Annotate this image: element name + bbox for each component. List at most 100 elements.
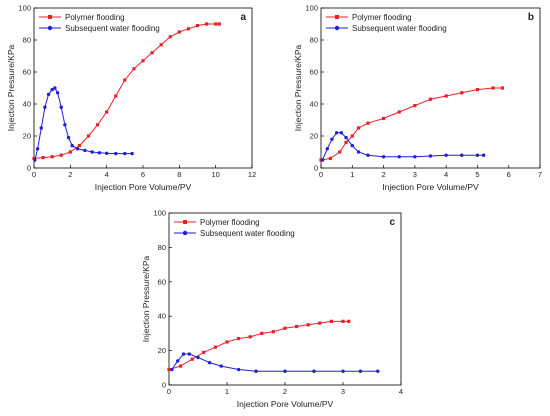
data-point <box>130 151 134 156</box>
data-point <box>167 367 171 372</box>
x-axis-label: Injection Pore Volume/PV <box>237 399 334 409</box>
data-point <box>43 105 47 109</box>
data-point <box>186 27 191 31</box>
data-point <box>46 92 51 97</box>
legend-marker <box>334 25 340 31</box>
data-point <box>397 110 401 114</box>
x-axis-label: Injection Pore Volume/PV <box>382 182 479 192</box>
data-point <box>90 150 94 154</box>
data-point <box>318 321 322 325</box>
data-point <box>260 331 264 335</box>
y-tick-label: 80 <box>310 36 318 45</box>
x-tick-label: 3 <box>413 170 417 179</box>
y-tick-label: 40 <box>23 100 31 109</box>
legend-marker <box>47 25 53 31</box>
data-point <box>312 369 316 373</box>
legend-entry: Polymer flooding <box>65 13 125 22</box>
data-point <box>248 335 252 339</box>
data-point <box>86 134 91 138</box>
data-point <box>500 86 505 90</box>
data-point <box>75 147 80 151</box>
y-tick-label: 0 <box>162 381 166 390</box>
data-point <box>481 153 486 157</box>
series-subsequent-water-flooding <box>170 352 380 373</box>
data-point <box>444 153 448 157</box>
data-point <box>63 123 67 127</box>
data-point <box>283 326 287 330</box>
legend-entry: Polymer flooding <box>200 218 260 227</box>
data-point <box>187 352 191 356</box>
y-tick-label: 40 <box>158 312 166 321</box>
series-polymer-flooding <box>319 86 505 162</box>
data-point <box>207 360 212 365</box>
legend: Polymer flooding Subsequent water floodin… <box>326 13 447 33</box>
x-tick-label: 6 <box>507 170 511 179</box>
x-tick-label: 0 <box>319 170 323 179</box>
data-point <box>168 35 172 39</box>
series-line <box>33 23 220 159</box>
series-polymer-flooding <box>167 319 351 372</box>
x-tick-label: 2 <box>381 170 385 179</box>
data-point <box>159 43 163 47</box>
x-tick-label: 8 <box>177 170 181 179</box>
data-point <box>254 369 258 373</box>
y-tick-label: 60 <box>23 68 31 77</box>
plot-frame <box>168 212 402 386</box>
series-line <box>34 87 133 161</box>
data-point <box>114 94 118 98</box>
data-point <box>334 131 339 135</box>
data-point <box>397 155 401 159</box>
legend-marker <box>183 220 187 224</box>
data-point <box>350 143 354 148</box>
data-point <box>214 22 218 26</box>
x-tick-label: 1 <box>225 387 229 396</box>
data-point <box>236 367 241 372</box>
legend: Polymer flooding Subsequent water floodin… <box>174 218 295 238</box>
data-point <box>344 140 348 144</box>
data-point <box>83 148 87 153</box>
series-line <box>320 87 503 161</box>
data-point <box>41 156 45 160</box>
data-point <box>350 134 354 138</box>
y-tick-label: 80 <box>23 36 31 45</box>
series-subsequent-water-flooding <box>33 86 134 162</box>
data-point <box>376 369 380 373</box>
data-point <box>32 156 36 160</box>
y-tick-label: 0 <box>314 164 318 173</box>
data-point <box>177 30 181 34</box>
y-tick-label: 20 <box>158 346 166 355</box>
data-point <box>123 151 127 156</box>
x-axis-label: Injection Pore Volume/PV <box>95 182 192 192</box>
data-point <box>428 97 433 101</box>
data-point <box>413 104 417 108</box>
data-point <box>347 319 351 323</box>
data-point <box>70 143 74 148</box>
data-point <box>150 51 154 55</box>
data-point <box>366 121 370 125</box>
data-point <box>338 150 342 154</box>
data-point <box>475 153 480 157</box>
data-point <box>196 355 200 360</box>
data-point <box>381 155 386 159</box>
data-point <box>460 91 464 95</box>
y-tick-label: 60 <box>158 277 166 286</box>
y-tick-label: 60 <box>310 68 318 77</box>
data-point <box>179 364 183 368</box>
legend-entry: Polymer flooding <box>352 13 412 22</box>
y-axis-label: Injection Pressure/KPa <box>293 45 303 132</box>
data-point <box>55 91 60 95</box>
data-point <box>141 59 145 63</box>
data-point <box>33 158 37 162</box>
data-point <box>95 123 100 127</box>
data-point <box>356 126 361 130</box>
legend-entry: Subsequent water flooding <box>352 24 447 33</box>
series-polymer-flooding <box>32 22 221 160</box>
data-point <box>295 324 299 329</box>
data-point <box>330 137 334 141</box>
x-tick-label: 7 <box>538 170 542 179</box>
data-point <box>491 86 495 90</box>
data-point <box>176 359 180 363</box>
y-axis-label: Injection Pressure/KPa <box>141 256 151 343</box>
